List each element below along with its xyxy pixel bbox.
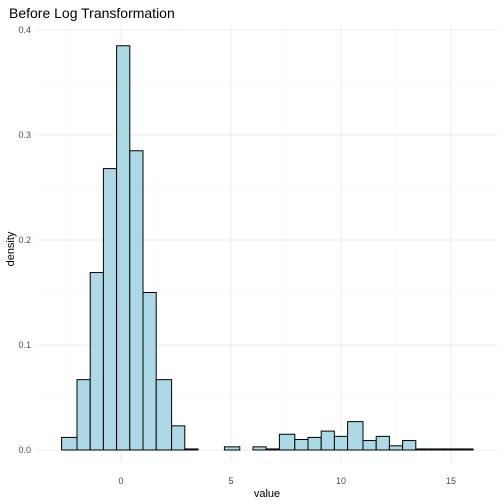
x-tick-label: 10 [336,476,346,486]
x-tick-label: 5 [228,476,233,486]
y-axis-ticks: 0.0 0.1 0.2 0.3 0.4 [18,25,31,455]
histogram-bar [142,292,157,451]
histogram-bar [102,168,118,451]
histogram-bar [278,433,296,451]
y-tick-label: 0.1 [18,340,31,350]
histogram-bar [89,272,104,451]
histogram-bar [430,448,445,451]
histogram-bar [443,448,459,451]
histogram-bar [402,440,417,451]
y-tick-label: 0.3 [18,130,31,140]
histogram-bar [76,379,91,451]
y-tick-label: 0.0 [18,445,31,455]
histogram-bar [265,448,280,451]
histogram-bars [61,45,474,451]
x-tick-label: 15 [446,476,456,486]
y-axis-title: density [5,231,17,266]
y-tick-label: 0.4 [18,25,31,35]
histogram-bar [457,448,474,451]
histogram-bar [155,379,173,451]
histogram-bar [129,150,144,451]
histogram-bar [116,45,131,451]
histogram-bar [347,421,364,451]
x-axis-ticks: 0 5 10 15 [118,476,456,486]
histogram-bar [320,430,335,451]
histogram-bar [61,436,78,451]
histogram-bar [362,440,377,451]
histogram-bar [294,439,309,451]
histogram-bar [375,435,390,451]
histogram-bar [223,446,241,451]
chart-title: Before Log Transformation [9,5,175,21]
histogram-bar [388,445,404,451]
histogram-bar [252,446,267,451]
x-axis-title: value [254,488,280,500]
histogram-bar [171,425,186,451]
histogram-bar [333,435,349,451]
x-tick-label: 0 [118,476,123,486]
histogram-bar [307,436,322,451]
histogram-bar [184,448,199,451]
y-tick-label: 0.2 [18,235,31,245]
histogram-bar [415,448,432,451]
